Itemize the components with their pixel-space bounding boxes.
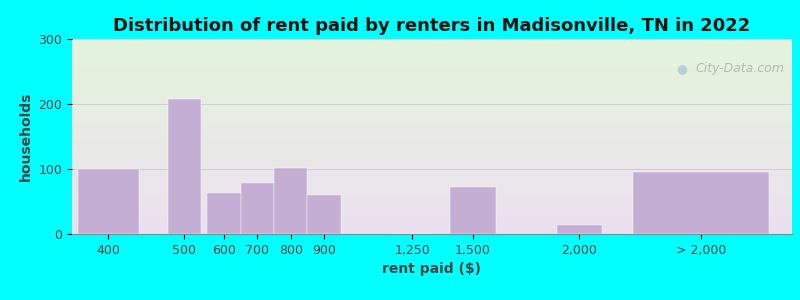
Bar xyxy=(557,225,602,234)
Bar xyxy=(168,99,201,234)
Title: Distribution of rent paid by renters in Madisonville, TN in 2022: Distribution of rent paid by renters in … xyxy=(114,17,750,35)
Bar xyxy=(633,172,770,234)
Text: ●: ● xyxy=(677,62,688,75)
Y-axis label: households: households xyxy=(19,92,33,181)
Bar xyxy=(307,195,341,234)
X-axis label: rent paid ($): rent paid ($) xyxy=(382,262,482,276)
Bar xyxy=(241,183,274,234)
Bar xyxy=(450,187,496,234)
Bar xyxy=(274,168,307,234)
Bar xyxy=(78,169,139,234)
Text: City-Data.com: City-Data.com xyxy=(696,62,785,75)
Bar xyxy=(207,193,241,234)
